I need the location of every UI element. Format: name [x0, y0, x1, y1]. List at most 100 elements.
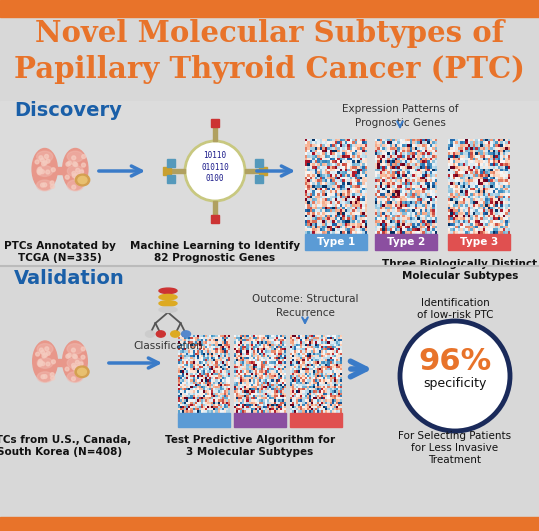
Bar	[448, 172, 451, 174]
Bar	[275, 379, 278, 382]
Bar	[332, 160, 335, 164]
Bar	[236, 390, 238, 393]
Bar	[493, 179, 495, 183]
Bar	[364, 163, 367, 166]
Bar	[488, 193, 490, 196]
Bar	[319, 384, 321, 386]
Bar	[238, 397, 240, 400]
Bar	[190, 368, 193, 371]
Bar	[203, 375, 205, 378]
Bar	[480, 166, 483, 169]
Bar	[184, 362, 186, 364]
Bar	[228, 392, 230, 395]
Bar	[427, 172, 430, 174]
Bar	[342, 155, 345, 158]
Bar	[300, 362, 303, 364]
Bar	[362, 155, 365, 158]
Bar	[320, 199, 323, 201]
Bar	[414, 187, 418, 191]
Bar	[335, 190, 337, 193]
Bar	[197, 392, 199, 395]
Bar	[451, 155, 453, 158]
Bar	[255, 386, 257, 389]
Bar	[430, 231, 432, 234]
Bar	[280, 355, 282, 357]
Bar	[344, 209, 348, 212]
Bar	[201, 395, 203, 397]
Bar	[315, 144, 317, 147]
Bar	[331, 339, 334, 341]
Bar	[332, 217, 335, 220]
Bar	[463, 177, 466, 179]
Bar	[380, 193, 383, 196]
Bar	[340, 152, 342, 155]
Bar	[327, 201, 330, 204]
Bar	[205, 346, 208, 348]
Bar	[236, 386, 238, 389]
Bar	[199, 344, 201, 346]
Bar	[468, 144, 471, 147]
Bar	[222, 401, 224, 404]
Bar	[203, 341, 205, 344]
Bar	[300, 350, 303, 353]
Bar	[199, 355, 201, 357]
Bar	[417, 226, 420, 228]
Bar	[422, 207, 425, 210]
Bar	[207, 344, 210, 346]
Bar	[267, 381, 270, 384]
Bar	[425, 150, 427, 152]
Bar	[265, 370, 267, 373]
Bar	[352, 182, 355, 185]
Bar	[298, 364, 301, 366]
Bar	[313, 392, 315, 395]
Bar	[310, 160, 313, 164]
Bar	[257, 379, 259, 382]
Bar	[284, 359, 286, 362]
Bar	[224, 362, 226, 364]
Bar	[405, 190, 407, 193]
Bar	[377, 223, 380, 226]
Bar	[334, 355, 336, 357]
Bar	[377, 150, 380, 152]
Bar	[412, 141, 415, 144]
Bar	[473, 177, 475, 179]
Bar	[259, 384, 261, 386]
Bar	[336, 386, 338, 389]
Bar	[292, 364, 294, 366]
Bar	[465, 204, 468, 207]
Bar	[480, 174, 483, 177]
Bar	[216, 368, 218, 371]
Bar	[412, 187, 415, 191]
Bar	[350, 172, 353, 174]
Bar	[213, 395, 216, 397]
Bar	[412, 172, 415, 174]
Bar	[248, 359, 251, 362]
Circle shape	[72, 174, 77, 178]
Bar	[357, 158, 360, 161]
Bar	[383, 155, 385, 158]
Bar	[352, 228, 355, 232]
Bar	[395, 150, 398, 152]
Bar	[265, 357, 267, 359]
Bar	[282, 364, 284, 366]
Bar	[226, 346, 228, 348]
Bar	[203, 368, 205, 371]
Bar	[270, 350, 272, 353]
Bar	[296, 386, 299, 389]
Bar	[0, 101, 539, 266]
Bar	[425, 144, 427, 147]
Bar	[475, 204, 478, 207]
Bar	[209, 379, 212, 382]
Bar	[395, 158, 398, 161]
Bar	[329, 390, 332, 393]
Bar	[211, 397, 213, 400]
Bar	[493, 199, 495, 201]
Bar	[493, 212, 495, 215]
Bar	[190, 346, 193, 348]
Bar	[334, 381, 336, 384]
Bar	[302, 381, 305, 384]
Bar	[344, 231, 348, 234]
Bar	[315, 147, 317, 150]
Bar	[313, 377, 315, 380]
Bar	[483, 187, 486, 191]
